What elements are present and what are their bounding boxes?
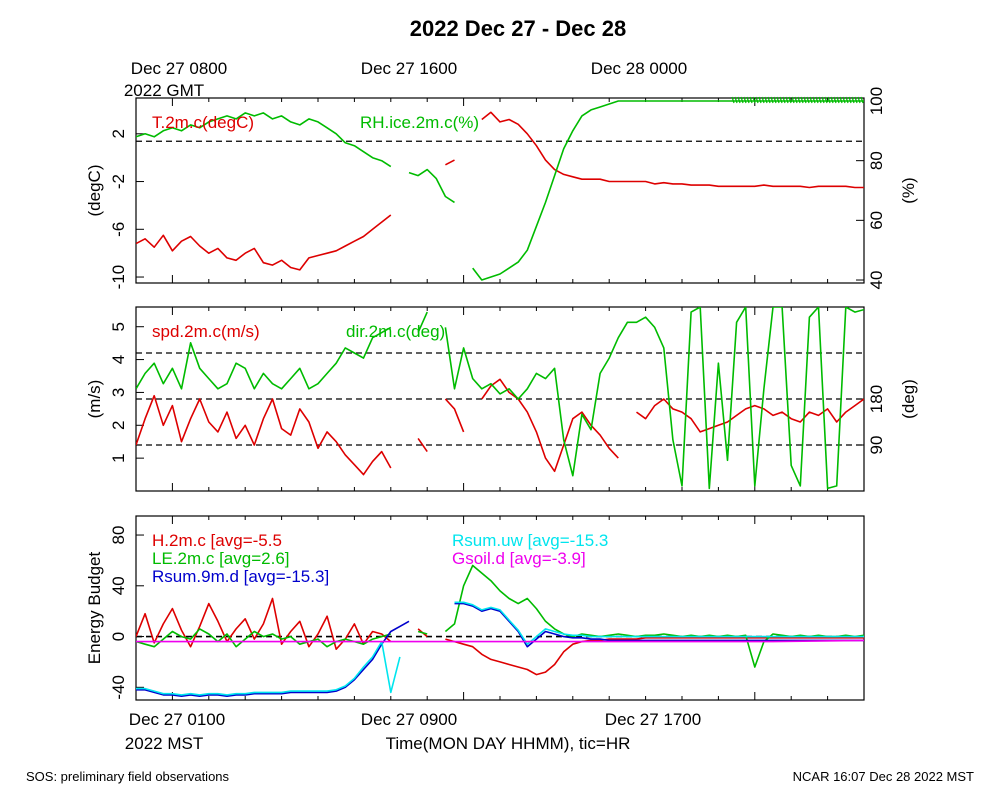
series-line-dir-2m-c-deg-: [136, 307, 864, 490]
y-tick-label: 5: [109, 322, 128, 331]
chart-title: 2022 Dec 27 - Dec 28: [410, 16, 627, 41]
y-right-axis-label: (deg): [899, 379, 918, 419]
rh-saturation-mark: [764, 96, 768, 104]
x-tick-top-label: Dec 27 0800: [131, 59, 227, 78]
x-tick-label: Dec 27 1700: [605, 710, 701, 729]
footer-left: SOS: preliminary field observations: [26, 769, 230, 784]
rh-saturation-mark: [815, 96, 819, 104]
rh-saturation-mark: [782, 96, 786, 104]
x-tick-label: Dec 27 0900: [361, 710, 457, 729]
y-axis-label: Energy Budget: [85, 551, 104, 664]
rh-saturation-mark: [851, 96, 855, 104]
y-axis-label: (degC): [85, 165, 104, 217]
rh-saturation-mark: [806, 96, 810, 104]
rh-saturation-mark: [827, 96, 831, 104]
rh-saturation-mark: [773, 96, 777, 104]
y-tick-label: -10: [109, 265, 128, 290]
y-tick-label: 40: [109, 576, 128, 595]
legend-label: Rsum.uw [avg=-15.3: [452, 531, 608, 550]
legend-label: dir.2m.c(deg): [346, 322, 445, 341]
rh-saturation-mark: [779, 96, 783, 104]
y-right-tick-label: 90: [867, 436, 886, 455]
y-tick-label: 0: [109, 632, 128, 641]
rh-saturation-mark: [854, 96, 858, 104]
y-tick-label: -40: [109, 675, 128, 700]
y-tick-label: 4: [109, 355, 128, 364]
rh-saturation-mark: [824, 96, 828, 104]
legend-label: spd.2m.c(m/s): [152, 322, 260, 341]
y-right-axis-label: (%): [899, 177, 918, 203]
legend-label: Rsum.9m.d [avg=-15.3]: [152, 567, 329, 586]
rh-saturation-mark: [731, 96, 735, 104]
rh-saturation-mark: [821, 96, 825, 104]
rh-saturation-mark: [770, 96, 774, 104]
x-tick-top-sublabel: 2022 GMT: [124, 81, 204, 100]
rh-saturation-mark: [800, 96, 804, 104]
rh-saturation-mark: [752, 96, 756, 104]
y-right-tick-label: 40: [867, 271, 886, 290]
legend-label: Gsoil.d [avg=-3.9]: [452, 549, 586, 568]
rh-saturation-mark: [791, 96, 795, 104]
x-tick-top-label: Dec 28 0000: [591, 59, 687, 78]
y-tick-label: 80: [109, 526, 128, 545]
legend-label: LE.2m.c [avg=2.6]: [152, 549, 290, 568]
rh-saturation-mark: [767, 96, 771, 104]
rh-saturation-mark: [839, 96, 843, 104]
rh-saturation-mark: [758, 96, 762, 104]
rh-saturation-mark: [797, 96, 801, 104]
y-tick-label: 1: [109, 453, 128, 462]
rh-saturation-mark: [842, 96, 846, 104]
rh-saturation-mark: [794, 96, 798, 104]
rh-saturation-mark: [857, 96, 861, 104]
rh-saturation-mark: [830, 96, 834, 104]
x-tick-top-label: Dec 27 1600: [361, 59, 457, 78]
y-tick-label: -2: [109, 174, 128, 189]
rh-saturation-mark: [860, 96, 864, 104]
legend-label: RH.ice.2m.c(%): [360, 113, 479, 132]
series-line-rsum-9m-d: [136, 602, 864, 697]
rh-saturation-mark: [845, 96, 849, 104]
rh-saturation-mark: [809, 96, 813, 104]
rh-saturation-mark: [812, 96, 816, 104]
series-line-t-2m-c-degc-: [136, 111, 864, 271]
x-tick-label: Dec 27 0100: [129, 710, 225, 729]
rh-saturation-mark: [833, 96, 837, 104]
rh-saturation-mark: [755, 96, 759, 104]
rh-saturation-mark: [836, 96, 840, 104]
y-right-tick-label: 80: [867, 151, 886, 170]
footer-right: NCAR 16:07 Dec 28 2022 MST: [793, 769, 974, 784]
y-tick-label: -6: [109, 222, 128, 237]
y-tick-label: 3: [109, 388, 128, 397]
rh-saturation-mark: [740, 96, 744, 104]
rh-saturation-mark: [749, 96, 753, 104]
rh-saturation-mark: [848, 96, 852, 104]
y-right-tick-label: 180: [867, 385, 886, 413]
rh-saturation-mark: [785, 96, 789, 104]
rh-saturation-mark: [746, 96, 750, 104]
x-axis-label: Time(MON DAY HHMM), tic=HR: [386, 734, 631, 753]
rh-saturation-mark: [776, 96, 780, 104]
legend-label: T.2m.c(degC): [152, 113, 254, 132]
y-right-tick-label: 60: [867, 211, 886, 230]
y-axis-label: (m/s): [85, 380, 104, 419]
rh-saturation-mark: [803, 96, 807, 104]
rh-saturation-mark: [737, 96, 741, 104]
y-right-tick-label: 100: [867, 87, 886, 115]
y-tick-label: 2: [109, 129, 128, 138]
rh-saturation-mark: [734, 96, 738, 104]
series-line-rsum-uw: [136, 601, 864, 696]
x-tick-sublabel: 2022 MST: [125, 734, 203, 753]
rh-saturation-mark: [761, 96, 765, 104]
rh-saturation-mark: [818, 96, 822, 104]
rh-saturation-mark: [788, 96, 792, 104]
y-tick-label: 2: [109, 421, 128, 430]
legend-label: H.2m.c [avg=-5.5: [152, 531, 282, 550]
series-line-spd-2m-c-m-s-: [136, 378, 864, 476]
rh-saturation-mark: [743, 96, 747, 104]
series-line-gsoil-d: [136, 639, 864, 643]
